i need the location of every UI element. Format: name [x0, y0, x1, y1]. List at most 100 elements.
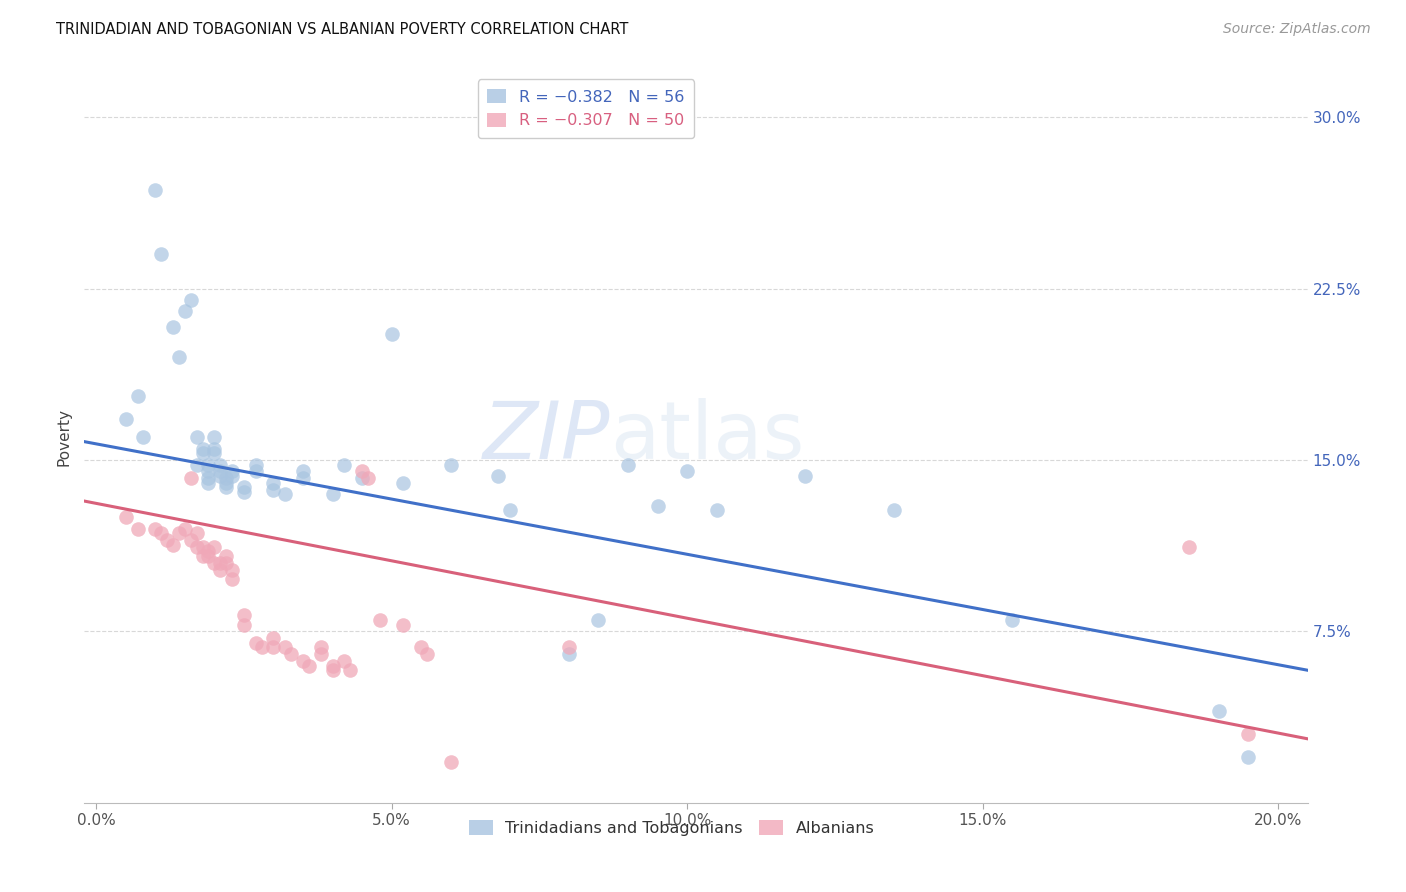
Point — [262, 483, 284, 497]
Point — [191, 446, 214, 460]
Point — [274, 640, 297, 655]
Point — [127, 389, 149, 403]
Point — [486, 469, 509, 483]
Point — [440, 755, 463, 769]
Point — [322, 663, 344, 677]
Point — [191, 442, 214, 456]
Point — [215, 556, 238, 570]
Point — [150, 526, 173, 541]
Point — [215, 549, 238, 563]
Point — [245, 458, 267, 472]
Point — [150, 247, 173, 261]
Point — [1237, 727, 1260, 741]
Point — [250, 640, 273, 655]
Point — [676, 464, 699, 478]
Point — [180, 471, 202, 485]
Point — [245, 636, 267, 650]
Point — [706, 503, 728, 517]
Point — [499, 503, 522, 517]
Point — [292, 654, 315, 668]
Point — [186, 430, 208, 444]
Point — [232, 480, 254, 494]
Point — [392, 475, 415, 490]
Point — [162, 320, 184, 334]
Point — [1178, 540, 1201, 554]
Point — [883, 503, 905, 517]
Point — [173, 521, 195, 535]
Point — [339, 663, 361, 677]
Point — [186, 540, 208, 554]
Point — [209, 458, 232, 472]
Point — [114, 510, 136, 524]
Point — [352, 464, 374, 478]
Point — [221, 464, 243, 478]
Point — [1237, 750, 1260, 764]
Point — [411, 640, 433, 655]
Point — [617, 458, 640, 472]
Point — [215, 480, 238, 494]
Point — [245, 464, 267, 478]
Point — [197, 458, 219, 472]
Point — [197, 464, 219, 478]
Point — [1208, 705, 1230, 719]
Point — [156, 533, 179, 547]
Point — [215, 471, 238, 485]
Point — [392, 617, 415, 632]
Point — [440, 458, 463, 472]
Point — [209, 464, 232, 478]
Point — [322, 658, 344, 673]
Point — [333, 458, 356, 472]
Text: TRINIDADIAN AND TOBAGONIAN VS ALBANIAN POVERTY CORRELATION CHART: TRINIDADIAN AND TOBAGONIAN VS ALBANIAN P… — [56, 22, 628, 37]
Point — [333, 654, 356, 668]
Point — [215, 475, 238, 490]
Point — [143, 521, 166, 535]
Point — [209, 556, 232, 570]
Point — [292, 464, 315, 478]
Point — [292, 471, 315, 485]
Point — [558, 640, 581, 655]
Point — [132, 430, 155, 444]
Point — [280, 647, 302, 661]
Text: Source: ZipAtlas.com: Source: ZipAtlas.com — [1223, 22, 1371, 37]
Text: ZIP: ZIP — [484, 398, 610, 476]
Point — [202, 430, 225, 444]
Point — [368, 613, 391, 627]
Legend: Trinidadians and Tobagonians, Albanians: Trinidadians and Tobagonians, Albanians — [463, 814, 880, 842]
Point — [197, 475, 219, 490]
Point — [1001, 613, 1024, 627]
Point — [309, 647, 332, 661]
Point — [202, 446, 225, 460]
Point — [197, 544, 219, 558]
Point — [647, 499, 669, 513]
Point — [180, 293, 202, 307]
Point — [114, 412, 136, 426]
Point — [209, 563, 232, 577]
Point — [794, 469, 817, 483]
Point — [357, 471, 380, 485]
Point — [191, 549, 214, 563]
Point — [416, 647, 439, 661]
Point — [221, 572, 243, 586]
Point — [197, 471, 219, 485]
Point — [197, 549, 219, 563]
Point — [352, 471, 374, 485]
Point — [322, 487, 344, 501]
Point — [202, 442, 225, 456]
Point — [127, 521, 149, 535]
Point — [232, 485, 254, 500]
Point — [298, 658, 321, 673]
Point — [221, 563, 243, 577]
Point — [143, 183, 166, 197]
Point — [202, 556, 225, 570]
Point — [588, 613, 610, 627]
Point — [309, 640, 332, 655]
Point — [381, 327, 404, 342]
Point — [202, 540, 225, 554]
Text: atlas: atlas — [610, 398, 804, 476]
Point — [232, 608, 254, 623]
Y-axis label: Poverty: Poverty — [56, 408, 72, 467]
Point — [180, 533, 202, 547]
Point — [262, 640, 284, 655]
Point — [167, 350, 190, 364]
Point — [173, 304, 195, 318]
